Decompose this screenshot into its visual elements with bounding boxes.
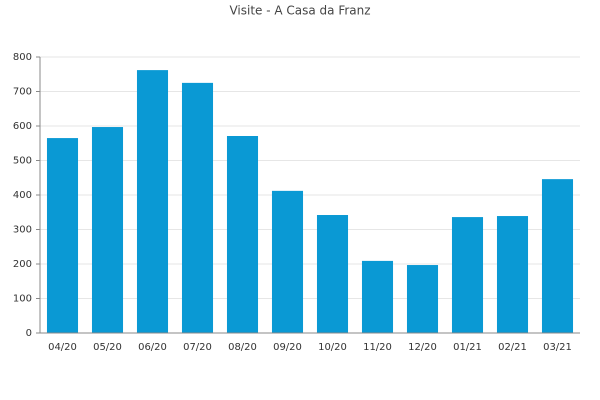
x-tick-label: 03/21 (543, 342, 572, 353)
x-tick-label: 07/20 (183, 342, 212, 353)
x-tick-label: 06/20 (138, 342, 167, 353)
bar (181, 82, 214, 333)
bar (91, 127, 124, 333)
bar (271, 190, 304, 333)
y-tick-label: 400 (13, 190, 32, 201)
y-tick-label: 600 (13, 121, 32, 132)
x-tick-label: 05/20 (93, 342, 122, 353)
y-tick-label: 200 (13, 259, 32, 270)
chart-title: Visite - A Casa da Franz (229, 4, 370, 18)
y-tick-label: 500 (13, 156, 32, 167)
y-tick-label: 0 (26, 328, 32, 339)
x-tick-label: 09/20 (273, 342, 302, 353)
bar (316, 215, 349, 333)
x-tick-label: 12/20 (408, 342, 437, 353)
bar (46, 138, 79, 333)
bar (451, 217, 484, 333)
x-tick-label: 10/20 (318, 342, 347, 353)
bar (406, 265, 439, 333)
bar (496, 216, 529, 333)
x-tick-label: 04/20 (48, 342, 77, 353)
y-tick-label: 100 (13, 294, 32, 305)
y-tick-label: 700 (13, 87, 32, 98)
x-tick-label: 08/20 (228, 342, 257, 353)
bar (226, 136, 259, 333)
bar (136, 70, 169, 334)
y-tick-label: 800 (13, 52, 32, 63)
bar (541, 179, 574, 333)
x-tick-label: 02/21 (498, 342, 527, 353)
y-tick-label: 300 (13, 225, 32, 236)
x-tick-label: 01/21 (453, 342, 482, 353)
x-tick-label: 11/20 (363, 342, 392, 353)
bar (361, 260, 394, 333)
